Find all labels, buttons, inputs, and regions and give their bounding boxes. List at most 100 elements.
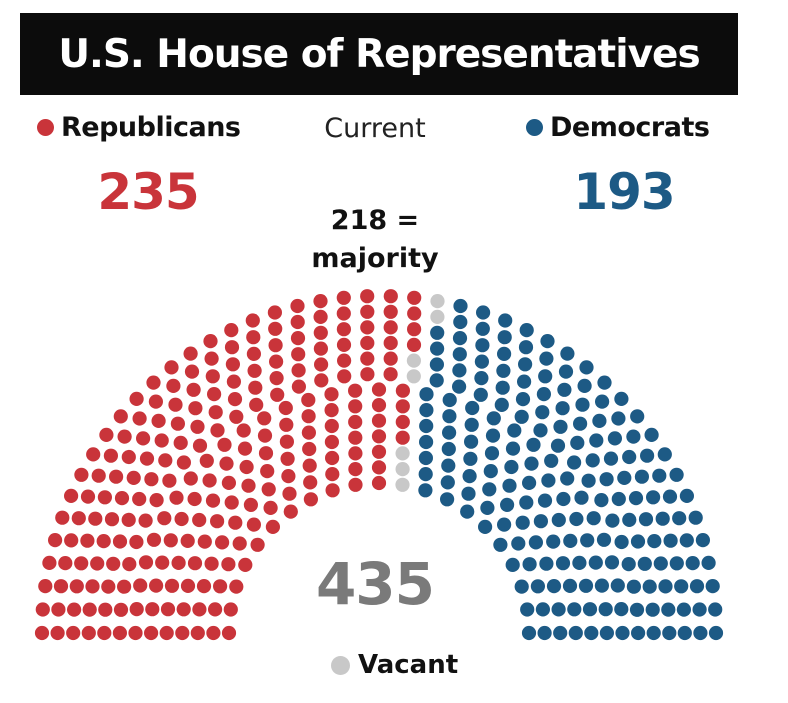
seat-republicans [180, 533, 195, 549]
seat-republicans [313, 294, 328, 309]
seat-republicans [383, 304, 398, 319]
seat-republicans [224, 340, 240, 355]
seat-democrats [430, 325, 445, 340]
seat-democrats [580, 533, 595, 548]
seat-democrats [539, 351, 554, 366]
seat-democrats [540, 334, 555, 349]
seat-republicans [133, 578, 148, 593]
seat-republicans [71, 511, 86, 526]
seat-republicans [228, 515, 243, 530]
seat-republicans [395, 383, 410, 398]
vacant-legend-dot [331, 655, 350, 675]
seat-democrats [418, 483, 433, 498]
seat-democrats [622, 512, 637, 528]
seat-republicans [278, 400, 293, 416]
seat-republicans [158, 453, 173, 468]
seat-democrats [462, 469, 477, 484]
seat-republicans [208, 405, 223, 420]
seat-democrats [464, 417, 479, 432]
seat-republicans [269, 354, 284, 369]
seat-republicans [261, 482, 276, 497]
seat-democrats [441, 441, 456, 457]
seat-republicans [183, 471, 198, 486]
seat-republicans [325, 483, 340, 498]
seat-democrats [586, 511, 601, 526]
seat-democrats [478, 519, 493, 535]
seat-democrats [614, 602, 629, 617]
seat-democrats [473, 387, 488, 402]
seat-republicans [38, 579, 53, 594]
seat-republicans [64, 488, 79, 503]
seat-democrats [617, 470, 632, 485]
seat-republicans [210, 514, 225, 529]
seat-democrats [672, 511, 687, 526]
seat-republicans [247, 363, 262, 378]
seat-democrats [611, 491, 626, 507]
seat-republicans [371, 382, 387, 397]
seat-democrats [497, 346, 512, 361]
seat-republicans [371, 398, 387, 413]
democrats-label: Democrats [550, 112, 710, 143]
seat-democrats [419, 418, 434, 434]
seat-democrats [539, 556, 554, 571]
seat-republicans [109, 469, 124, 484]
seat-republicans [279, 434, 294, 449]
seat-republicans [129, 391, 144, 406]
seat-democrats [662, 625, 677, 641]
seat-republicans [55, 510, 70, 525]
seat-democrats [441, 458, 456, 473]
seat-democrats [522, 557, 537, 572]
seat-democrats [519, 323, 534, 338]
seat-democrats [622, 449, 637, 465]
seat-democrats [550, 438, 566, 453]
seat-democrats [661, 602, 676, 617]
seat-democrats [621, 557, 636, 572]
seat-republicans [138, 555, 154, 570]
seat-democrats [685, 556, 700, 571]
seat-republicans [348, 477, 363, 492]
seat-republicans [121, 449, 136, 465]
seat-democrats [452, 379, 467, 394]
seat-republicans [250, 537, 265, 552]
seat-republicans [301, 409, 316, 424]
seat-republicans [313, 341, 328, 356]
seat-democrats [628, 491, 644, 506]
seat-republicans [138, 513, 153, 528]
seat-democrats [604, 555, 620, 570]
seat-vacant [406, 353, 421, 368]
seat-republicans [98, 602, 113, 617]
seat-republicans [371, 429, 387, 444]
seat-democrats [483, 464, 498, 479]
seat-democrats [430, 341, 445, 356]
seat-republicans [248, 380, 263, 395]
seat-democrats [626, 579, 642, 594]
seat-republicans [215, 535, 230, 550]
seat-republicans [221, 557, 236, 572]
seat-republicans [80, 533, 95, 548]
seat-democrats [518, 357, 533, 372]
seat-republicans [104, 512, 120, 527]
seat-republicans [187, 491, 202, 507]
seat-democrats [535, 405, 550, 420]
seat-democrats [592, 413, 607, 428]
seat-republicans [80, 489, 96, 504]
seat-democrats [519, 495, 534, 510]
seat-democrats [476, 305, 491, 320]
seat-republicans [283, 504, 298, 519]
seat-democrats [494, 397, 509, 412]
seat-republicans [395, 414, 410, 430]
seat-republicans [50, 625, 65, 641]
seat-democrats [558, 364, 574, 379]
seat-republicans [348, 446, 363, 461]
seat-republicans [407, 290, 422, 305]
seat-vacant [395, 477, 410, 492]
seat-republicans [280, 451, 295, 466]
seat-republicans [371, 460, 387, 475]
seat-republicans [129, 534, 144, 550]
seat-democrats [575, 397, 590, 412]
seat-republicans [113, 602, 129, 617]
seat-republicans [301, 425, 316, 440]
seat-republicans [204, 556, 219, 571]
seat-republicans [290, 314, 305, 330]
